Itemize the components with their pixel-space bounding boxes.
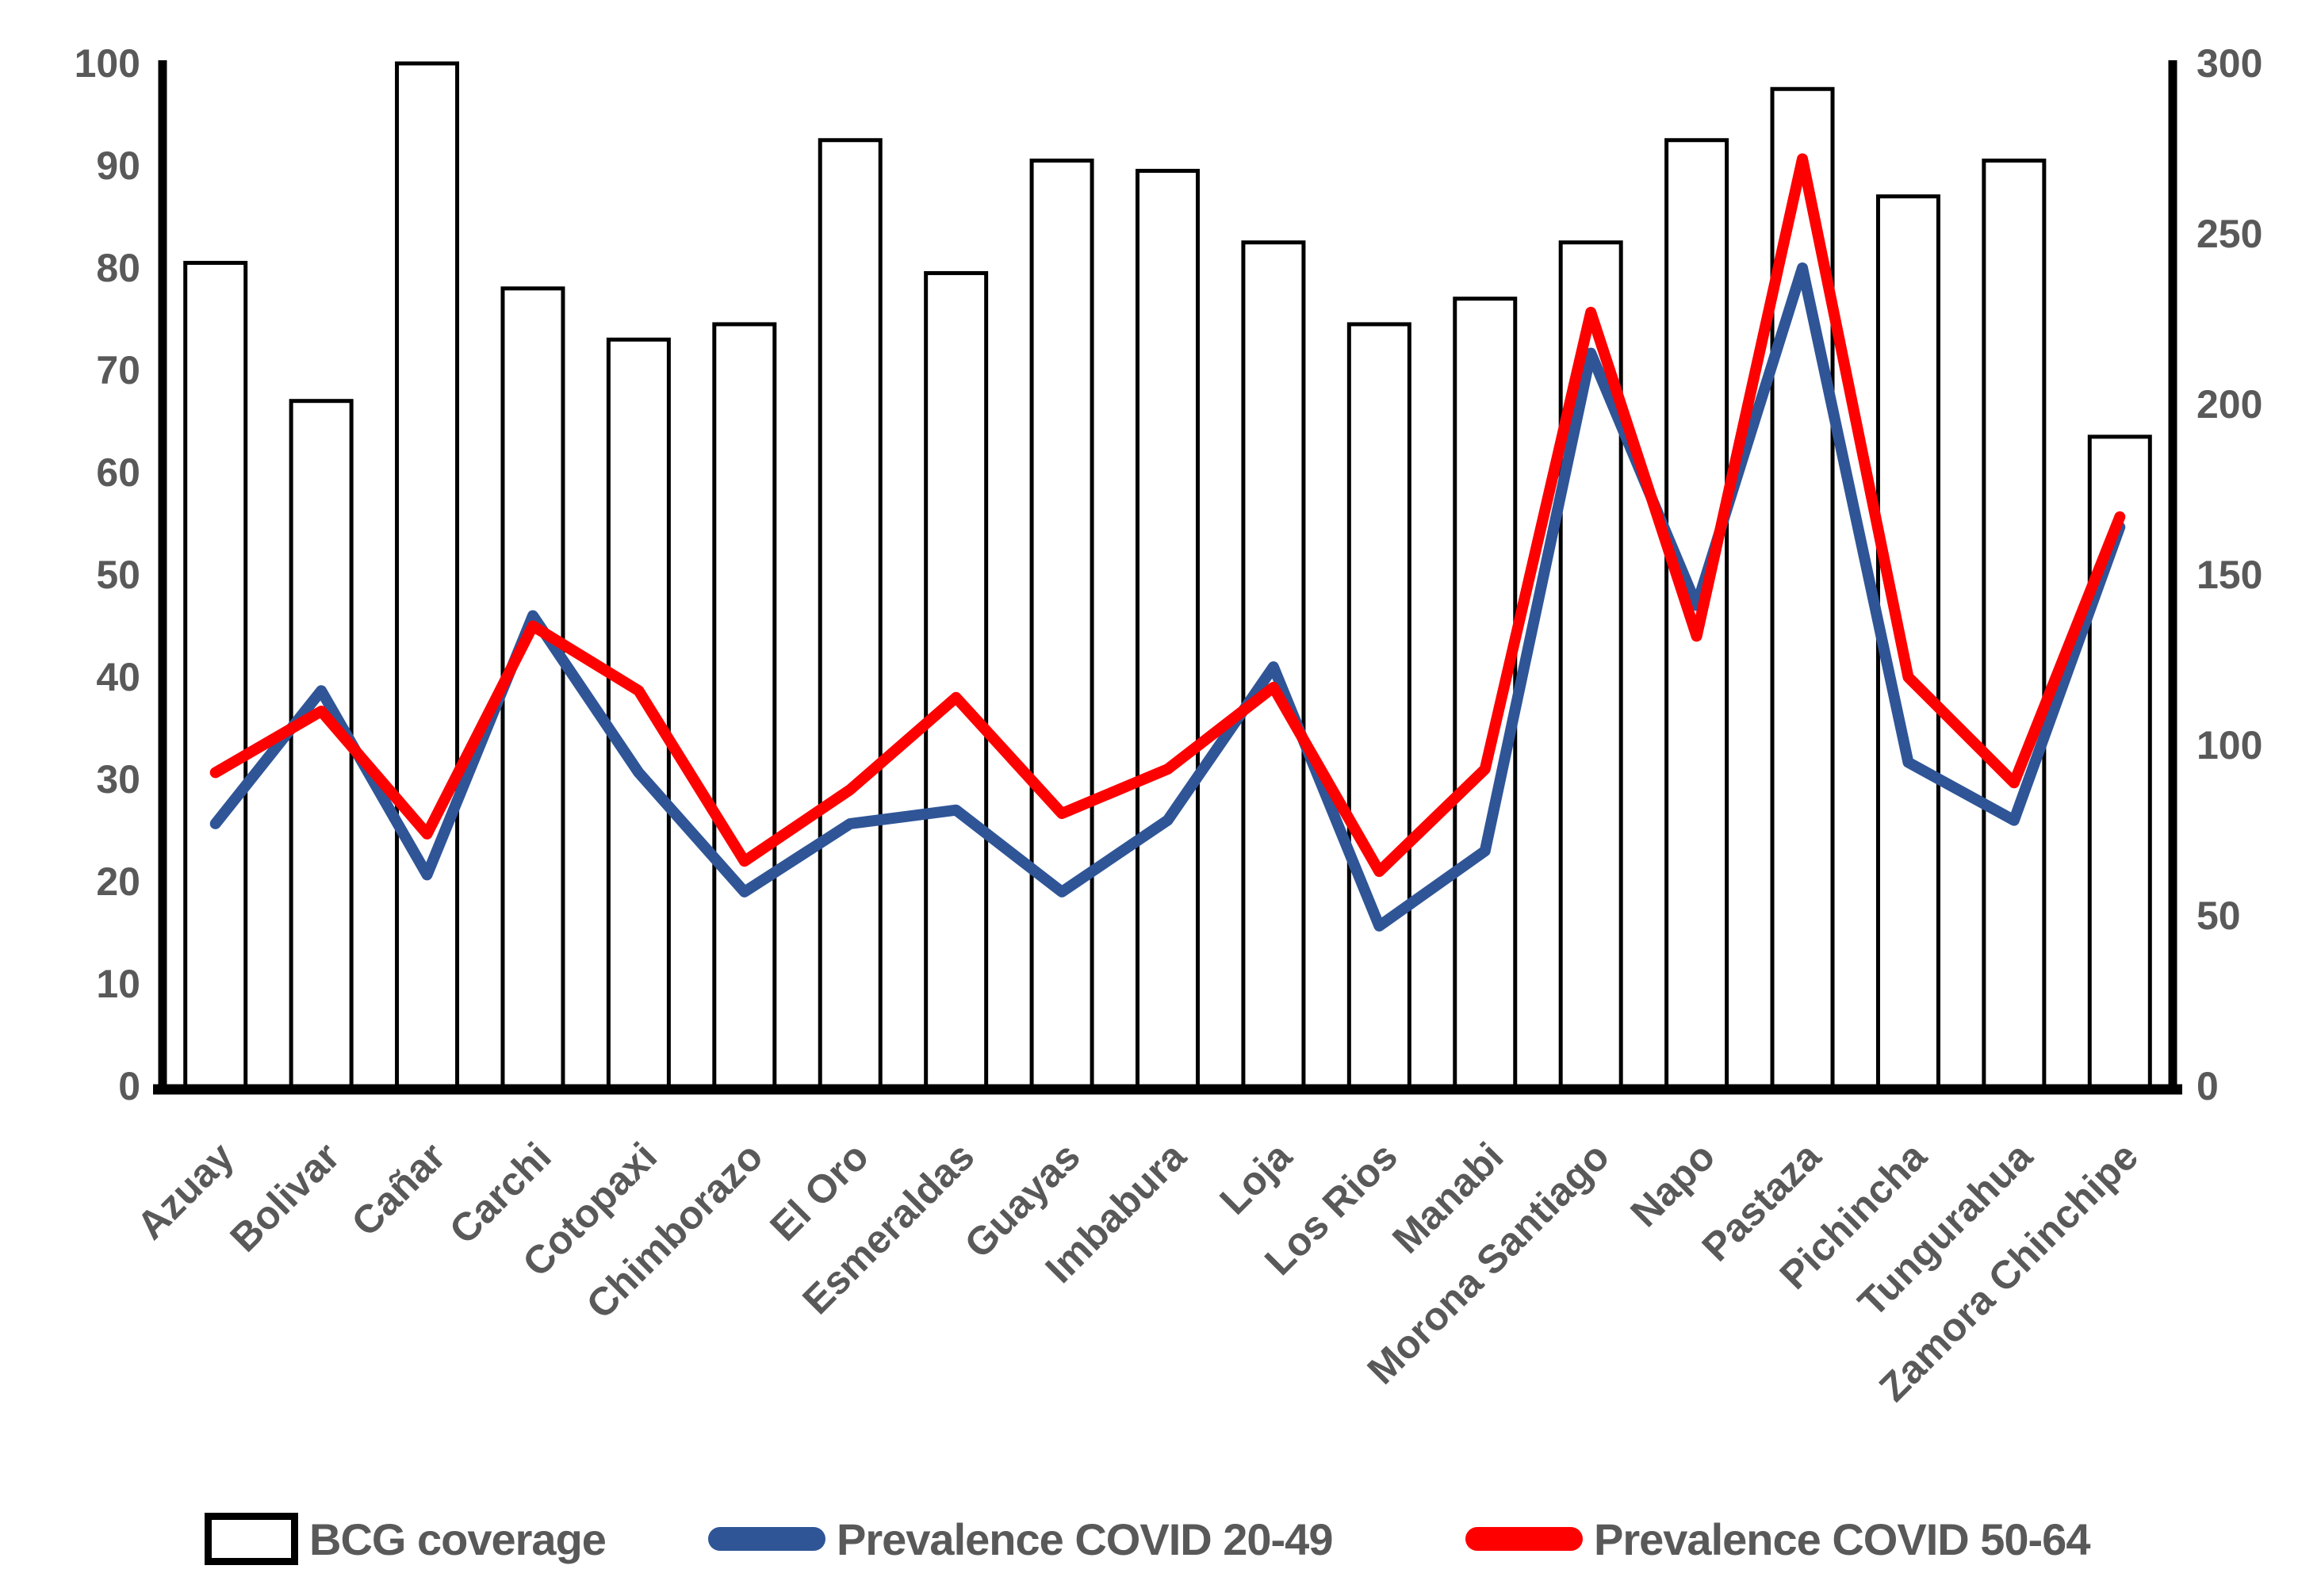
right-axis-tick-300: 300 bbox=[2197, 41, 2262, 86]
right-axis-tick-250: 250 bbox=[2197, 212, 2262, 256]
left-axis-tick-30: 30 bbox=[96, 757, 140, 802]
bar-Carchi bbox=[500, 286, 565, 1089]
x-axis-label-Loja: Loja bbox=[1211, 1133, 1300, 1223]
bar-Zamora Chinchipe bbox=[2087, 434, 2152, 1089]
legend-label-prevalence-50-64: Prevalence COVID 50-64 bbox=[1594, 1514, 2090, 1564]
legend-item-bcg-coverage: BCG coverage bbox=[205, 1495, 607, 1583]
left-axis-tick-100: 100 bbox=[75, 41, 140, 86]
left-axis-tick-90: 90 bbox=[96, 144, 140, 188]
right-axis-tick-150: 150 bbox=[2197, 553, 2262, 597]
bar-Azuay bbox=[183, 261, 248, 1089]
x-axis-label-Cañar: Cañar bbox=[343, 1134, 454, 1245]
x-axis-label-Napo: Napo bbox=[1622, 1134, 1723, 1235]
line-Prevalence COVID 50-64 bbox=[209, 153, 2126, 878]
bar-Los Rios bbox=[1346, 322, 1411, 1089]
left-axis-tick-80: 80 bbox=[96, 246, 140, 290]
left-axis-tick-70: 70 bbox=[96, 348, 140, 392]
chart-legend: BCG coverage Prevalence COVID 20-49 Prev… bbox=[0, 1495, 2321, 1583]
right-axis-tick-200: 200 bbox=[2197, 382, 2262, 427]
left-axis-tick-50: 50 bbox=[96, 553, 140, 597]
bar-Esmeraldas bbox=[924, 270, 989, 1089]
right-axis-tick-50: 50 bbox=[2197, 894, 2241, 938]
left-axis-tick-40: 40 bbox=[96, 655, 140, 699]
legend-label-prevalence-20-49: Prevalence COVID 20-49 bbox=[837, 1514, 1333, 1564]
bar-Tungurahua bbox=[1982, 159, 2047, 1089]
bar-Imbabura bbox=[1136, 168, 1200, 1089]
left-axis-tick-0: 0 bbox=[118, 1064, 140, 1108]
bar-Cotopaxi bbox=[606, 337, 671, 1089]
bar-Chimborazo bbox=[712, 322, 777, 1089]
legend-label-bcg-coverage: BCG coverage bbox=[309, 1514, 607, 1564]
right-axis-tick-0: 0 bbox=[2197, 1064, 2219, 1108]
left-axis-tick-60: 60 bbox=[96, 450, 140, 495]
legend-item-prevalence-20-49: Prevalence COVID 20-49 bbox=[708, 1495, 1333, 1583]
prevalence-50-64-swatch bbox=[1465, 1527, 1583, 1551]
bar-El Oro bbox=[818, 138, 883, 1089]
line-Prevalence COVID 20-49 bbox=[209, 262, 2126, 932]
right-axis-tick-100: 100 bbox=[2197, 723, 2262, 767]
prevalence-20-49-swatch bbox=[708, 1527, 825, 1551]
bcg-coverage-swatch bbox=[205, 1513, 298, 1565]
legend-item-prevalence-50-64: Prevalence COVID 50-64 bbox=[1465, 1495, 2090, 1583]
bar-Bolivar bbox=[289, 399, 354, 1089]
left-axis-tick-10: 10 bbox=[96, 962, 140, 1006]
bar-Guayas bbox=[1029, 159, 1094, 1089]
x-axis-label-Bolivar: Bolivar bbox=[221, 1134, 347, 1260]
bar-Cañar bbox=[395, 61, 460, 1089]
left-axis-tick-20: 20 bbox=[96, 859, 140, 904]
